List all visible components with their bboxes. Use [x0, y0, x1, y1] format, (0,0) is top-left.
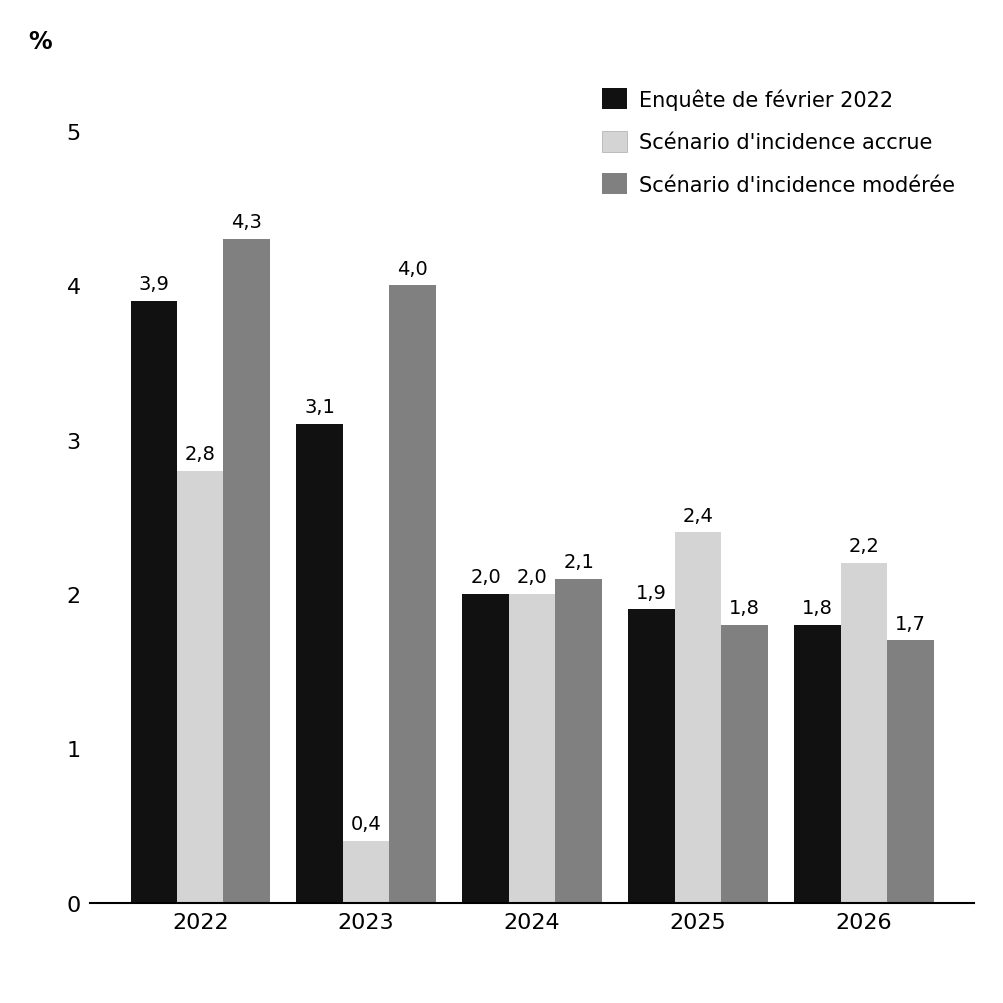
Bar	[720, 625, 767, 903]
Text: 0,4: 0,4	[350, 814, 381, 833]
Text: 1,8: 1,8	[728, 599, 759, 618]
Bar	[130, 302, 177, 903]
Bar	[224, 240, 270, 903]
Text: 2,2: 2,2	[848, 537, 879, 556]
Text: 3,1: 3,1	[304, 398, 335, 417]
Bar	[177, 471, 224, 903]
Text: 1,8: 1,8	[801, 599, 832, 618]
Text: 4,0: 4,0	[397, 260, 427, 278]
Bar	[628, 610, 674, 903]
Bar	[462, 595, 509, 903]
Legend: Enquête de février 2022, Scénario d'incidence accrue, Scénario d'incidence modér: Enquête de février 2022, Scénario d'inci…	[593, 80, 963, 204]
Bar	[555, 579, 601, 903]
Text: 4,3: 4,3	[231, 213, 262, 232]
Text: 1,9: 1,9	[636, 583, 666, 602]
Bar	[674, 533, 720, 903]
Bar	[887, 641, 933, 903]
Text: 3,9: 3,9	[138, 275, 170, 294]
Bar	[840, 564, 887, 903]
Bar	[793, 625, 840, 903]
Text: 2,4: 2,4	[682, 507, 713, 525]
Text: 2,0: 2,0	[517, 568, 547, 587]
Text: 2,8: 2,8	[185, 444, 216, 463]
Text: %: %	[28, 29, 52, 53]
Text: 1,7: 1,7	[894, 614, 925, 633]
Bar	[296, 425, 343, 903]
Bar	[343, 842, 389, 903]
Bar	[509, 595, 555, 903]
Bar	[389, 286, 435, 903]
Text: 2,1: 2,1	[563, 553, 594, 572]
Text: 2,0: 2,0	[469, 568, 500, 587]
